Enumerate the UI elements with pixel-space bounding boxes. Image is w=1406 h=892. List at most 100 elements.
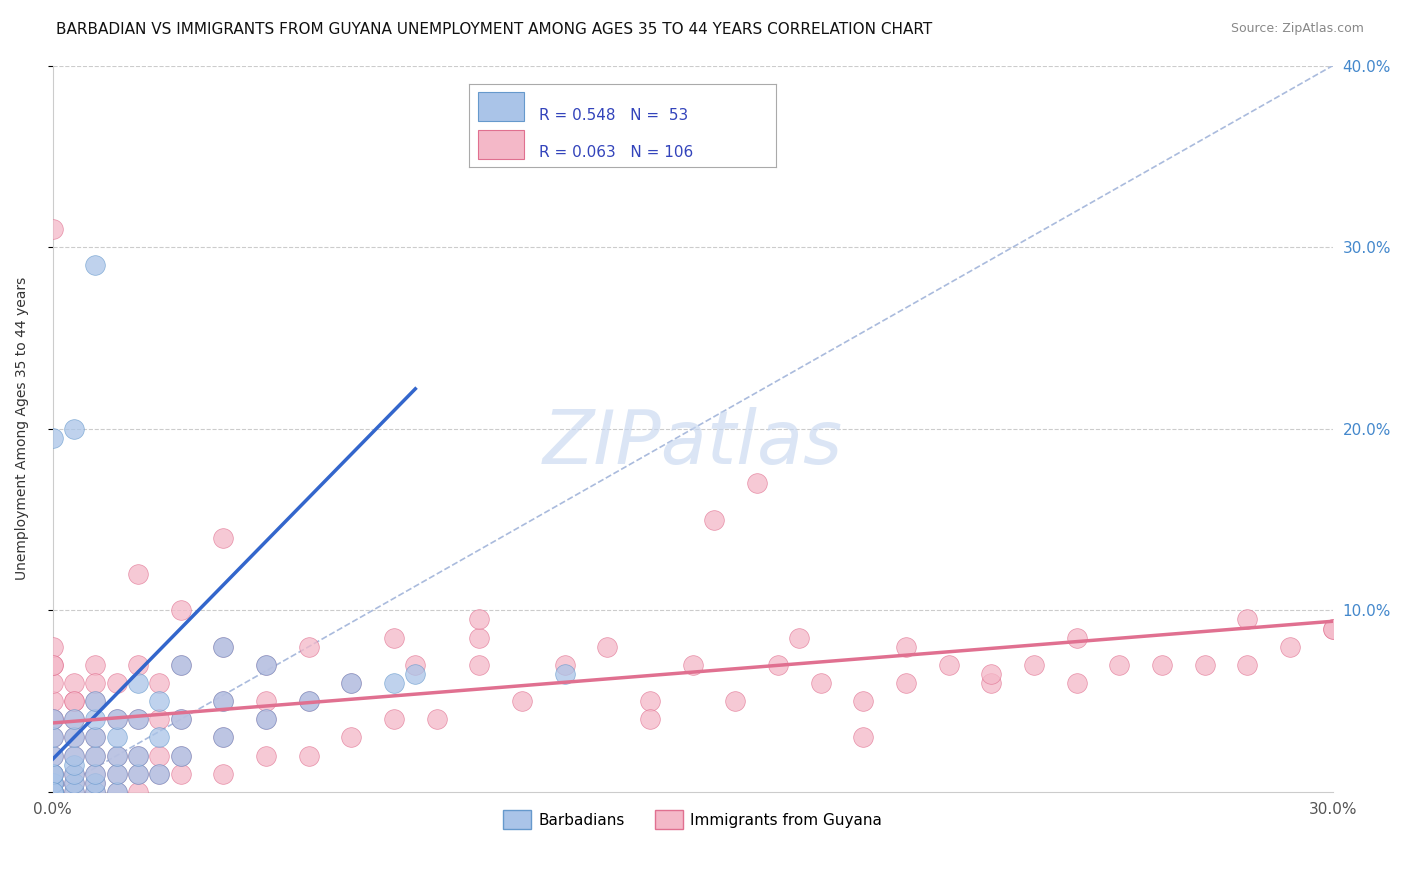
Barbadians <box>105 731 128 745</box>
Barbadians <box>84 258 107 272</box>
Barbadians <box>41 766 63 780</box>
Immigrants from Guyana <box>789 631 811 645</box>
Immigrants from Guyana <box>212 766 235 780</box>
Immigrants from Guyana <box>254 657 277 672</box>
Immigrants from Guyana <box>41 785 63 799</box>
Immigrants from Guyana <box>1108 657 1130 672</box>
Immigrants from Guyana <box>41 222 63 236</box>
Immigrants from Guyana <box>298 640 321 654</box>
Immigrants from Guyana <box>41 785 63 799</box>
Barbadians <box>84 785 107 799</box>
Immigrants from Guyana <box>1022 657 1045 672</box>
Immigrants from Guyana <box>105 748 128 763</box>
Immigrants from Guyana <box>148 712 170 726</box>
Immigrants from Guyana <box>1152 657 1174 672</box>
Immigrants from Guyana <box>41 731 63 745</box>
Immigrants from Guyana <box>724 694 747 708</box>
Immigrants from Guyana <box>41 785 63 799</box>
Barbadians <box>148 731 170 745</box>
Immigrants from Guyana <box>1322 622 1344 636</box>
Immigrants from Guyana <box>63 731 86 745</box>
Barbadians <box>105 766 128 780</box>
Immigrants from Guyana <box>382 631 405 645</box>
Barbadians <box>41 766 63 780</box>
Barbadians <box>63 731 86 745</box>
Barbadians <box>41 431 63 445</box>
Barbadians <box>84 731 107 745</box>
Barbadians <box>41 785 63 799</box>
Immigrants from Guyana <box>404 657 426 672</box>
Barbadians <box>382 676 405 690</box>
Immigrants from Guyana <box>510 694 533 708</box>
Immigrants from Guyana <box>105 766 128 780</box>
Barbadians <box>41 776 63 790</box>
Immigrants from Guyana <box>1322 622 1344 636</box>
Immigrants from Guyana <box>596 640 619 654</box>
Immigrants from Guyana <box>148 748 170 763</box>
Immigrants from Guyana <box>212 640 235 654</box>
Barbadians <box>254 712 277 726</box>
Immigrants from Guyana <box>63 712 86 726</box>
Immigrants from Guyana <box>1066 631 1088 645</box>
Immigrants from Guyana <box>298 694 321 708</box>
Immigrants from Guyana <box>169 748 191 763</box>
Immigrants from Guyana <box>105 676 128 690</box>
Immigrants from Guyana <box>41 657 63 672</box>
Immigrants from Guyana <box>980 667 1002 681</box>
Immigrants from Guyana <box>468 612 491 626</box>
Barbadians <box>404 667 426 681</box>
Immigrants from Guyana <box>41 766 63 780</box>
Immigrants from Guyana <box>212 531 235 545</box>
Barbadians <box>127 676 149 690</box>
Immigrants from Guyana <box>63 766 86 780</box>
Text: BARBADIAN VS IMMIGRANTS FROM GUYANA UNEMPLOYMENT AMONG AGES 35 TO 44 YEARS CORRE: BARBADIAN VS IMMIGRANTS FROM GUYANA UNEM… <box>56 22 932 37</box>
Immigrants from Guyana <box>63 694 86 708</box>
Barbadians <box>41 785 63 799</box>
Text: Source: ZipAtlas.com: Source: ZipAtlas.com <box>1230 22 1364 36</box>
Immigrants from Guyana <box>382 712 405 726</box>
Barbadians <box>105 785 128 799</box>
Barbadians <box>127 766 149 780</box>
Barbadians <box>127 712 149 726</box>
Immigrants from Guyana <box>127 657 149 672</box>
Immigrants from Guyana <box>41 776 63 790</box>
Barbadians <box>148 766 170 780</box>
Barbadians <box>84 766 107 780</box>
Barbadians <box>254 657 277 672</box>
Immigrants from Guyana <box>63 748 86 763</box>
Immigrants from Guyana <box>41 748 63 763</box>
Immigrants from Guyana <box>1066 676 1088 690</box>
Barbadians <box>554 667 576 681</box>
Barbadians <box>105 748 128 763</box>
Immigrants from Guyana <box>298 748 321 763</box>
Immigrants from Guyana <box>84 676 107 690</box>
Barbadians <box>41 776 63 790</box>
Immigrants from Guyana <box>84 694 107 708</box>
Immigrants from Guyana <box>169 657 191 672</box>
Immigrants from Guyana <box>84 766 107 780</box>
Immigrants from Guyana <box>745 476 768 491</box>
Barbadians <box>212 640 235 654</box>
Legend: Barbadians, Immigrants from Guyana: Barbadians, Immigrants from Guyana <box>498 805 889 835</box>
Immigrants from Guyana <box>1194 657 1216 672</box>
Immigrants from Guyana <box>41 694 63 708</box>
Immigrants from Guyana <box>468 631 491 645</box>
Immigrants from Guyana <box>41 712 63 726</box>
Immigrants from Guyana <box>1236 657 1258 672</box>
Barbadians <box>84 748 107 763</box>
Immigrants from Guyana <box>894 676 917 690</box>
Barbadians <box>63 785 86 799</box>
Immigrants from Guyana <box>84 748 107 763</box>
Barbadians <box>41 785 63 799</box>
Immigrants from Guyana <box>63 676 86 690</box>
Immigrants from Guyana <box>41 676 63 690</box>
Immigrants from Guyana <box>426 712 449 726</box>
Immigrants from Guyana <box>169 766 191 780</box>
Immigrants from Guyana <box>169 603 191 617</box>
Immigrants from Guyana <box>638 694 661 708</box>
Barbadians <box>63 422 86 436</box>
Immigrants from Guyana <box>340 676 363 690</box>
Immigrants from Guyana <box>1279 640 1302 654</box>
Barbadians <box>41 712 63 726</box>
Barbadians <box>63 748 86 763</box>
